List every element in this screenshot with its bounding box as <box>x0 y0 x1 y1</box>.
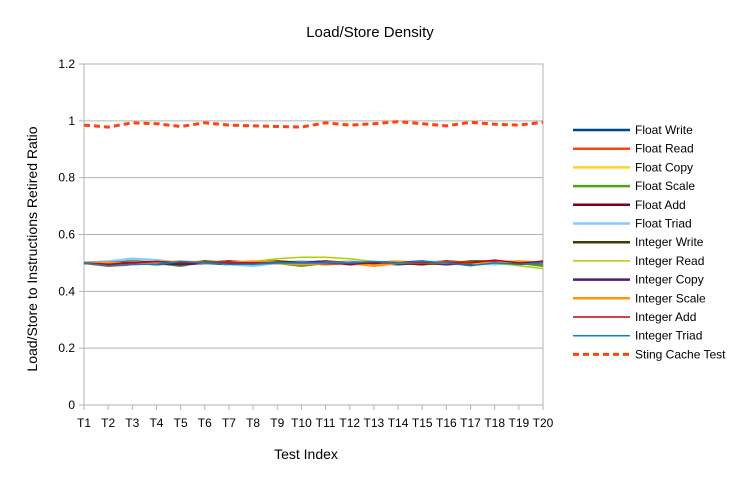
legend-label-8: Integer Read <box>635 254 704 268</box>
legend-label-13: Sting Cache Test <box>635 347 726 361</box>
legend-label-1: Float Write <box>635 123 693 137</box>
legend-label-9: Integer Copy <box>635 273 704 287</box>
y-tick-label: 0.4 <box>58 284 75 298</box>
x-axis-label: Test Index <box>274 446 338 462</box>
y-tick-label: 0.2 <box>58 341 75 355</box>
x-tick-label: T4 <box>149 416 163 430</box>
x-tick-label: T16 <box>436 416 457 430</box>
x-tick-label: T11 <box>316 416 336 430</box>
x-tick-label: T20 <box>533 416 554 430</box>
legend-label-2: Float Read <box>635 142 694 156</box>
x-tick-label: T14 <box>388 416 409 430</box>
legend-label-12: Integer Triad <box>635 329 702 343</box>
legend-label-3: Float Copy <box>635 160 693 174</box>
y-axis-label: Load/Store to Instructions Retired Ratio <box>24 126 40 371</box>
x-tick-label: T9 <box>270 416 284 430</box>
legend-label-11: Integer Add <box>635 310 696 324</box>
y-tick-label: 0 <box>68 398 75 412</box>
plot-area: 0 0.2 0.4 0.6 0.8 1 1.2 T1 T2 T3 T4 T5 T6 T7 T8 T9 T10 T1… <box>58 57 553 430</box>
x-tick-label: T17 <box>460 416 481 430</box>
x-tick-label: T19 <box>508 416 529 430</box>
x-tick-label: T2 <box>101 416 115 430</box>
x-tick-label: T3 <box>125 416 139 430</box>
legend-label-6: Float Triad <box>635 217 692 231</box>
x-tick-label: T6 <box>198 416 212 430</box>
x-tick-label: T10 <box>291 416 312 430</box>
series-line-12 <box>83 260 544 267</box>
x-tick-label: T15 <box>412 416 433 430</box>
y-tick-label: 1 <box>68 114 75 128</box>
x-tick-label: T5 <box>174 416 188 430</box>
legend: Float Write Float Read Float Copy Float Sca… <box>573 123 726 361</box>
y-tick-label: 0.8 <box>58 171 75 185</box>
chart-title: Load/Store Density <box>306 24 434 41</box>
legend-label-4: Float Scale <box>635 179 695 193</box>
y-tick-label: 0.6 <box>58 228 75 242</box>
series-line-13 <box>83 120 544 129</box>
legend-label-7: Integer Write <box>635 235 704 249</box>
x-tick-label: T7 <box>222 416 236 430</box>
legend-label-5: Float Add <box>635 198 686 212</box>
x-tick-label: T8 <box>246 416 260 430</box>
x-tick-label: T18 <box>484 416 505 430</box>
x-tick-label: T1 <box>77 416 91 430</box>
x-tick-label: T13 <box>364 416 385 430</box>
legend-label-10: Integer Scale <box>635 291 706 305</box>
y-tick-label: 1.2 <box>58 57 75 71</box>
x-tick-label: T12 <box>339 416 360 430</box>
